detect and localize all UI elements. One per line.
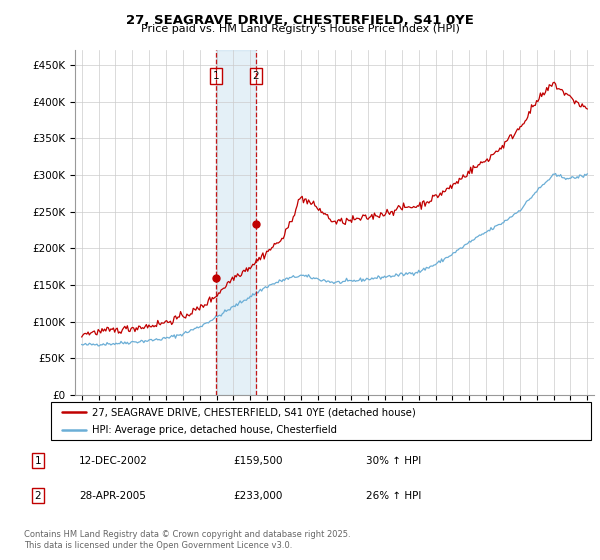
Text: 27, SEAGRAVE DRIVE, CHESTERFIELD, S41 0YE (detached house): 27, SEAGRAVE DRIVE, CHESTERFIELD, S41 0Y… — [91, 407, 415, 417]
Text: Contains HM Land Registry data © Crown copyright and database right 2025.: Contains HM Land Registry data © Crown c… — [24, 530, 350, 539]
Text: 12-DEC-2002: 12-DEC-2002 — [79, 456, 148, 465]
Text: 2: 2 — [34, 491, 41, 501]
Text: 27, SEAGRAVE DRIVE, CHESTERFIELD, S41 0YE: 27, SEAGRAVE DRIVE, CHESTERFIELD, S41 0Y… — [126, 14, 474, 27]
Text: £159,500: £159,500 — [234, 456, 283, 465]
Text: 2: 2 — [253, 71, 259, 81]
Text: £233,000: £233,000 — [234, 491, 283, 501]
Text: 26% ↑ HPI: 26% ↑ HPI — [366, 491, 422, 501]
Text: 1: 1 — [212, 71, 219, 81]
Text: 28-APR-2005: 28-APR-2005 — [79, 491, 146, 501]
Text: 30% ↑ HPI: 30% ↑ HPI — [366, 456, 421, 465]
Bar — [216, 50, 256, 395]
Text: HPI: Average price, detached house, Chesterfield: HPI: Average price, detached house, Ches… — [91, 425, 337, 435]
Text: Price paid vs. HM Land Registry's House Price Index (HPI): Price paid vs. HM Land Registry's House … — [140, 24, 460, 34]
Text: 1: 1 — [34, 456, 41, 465]
Text: This data is licensed under the Open Government Licence v3.0.: This data is licensed under the Open Gov… — [24, 541, 292, 550]
